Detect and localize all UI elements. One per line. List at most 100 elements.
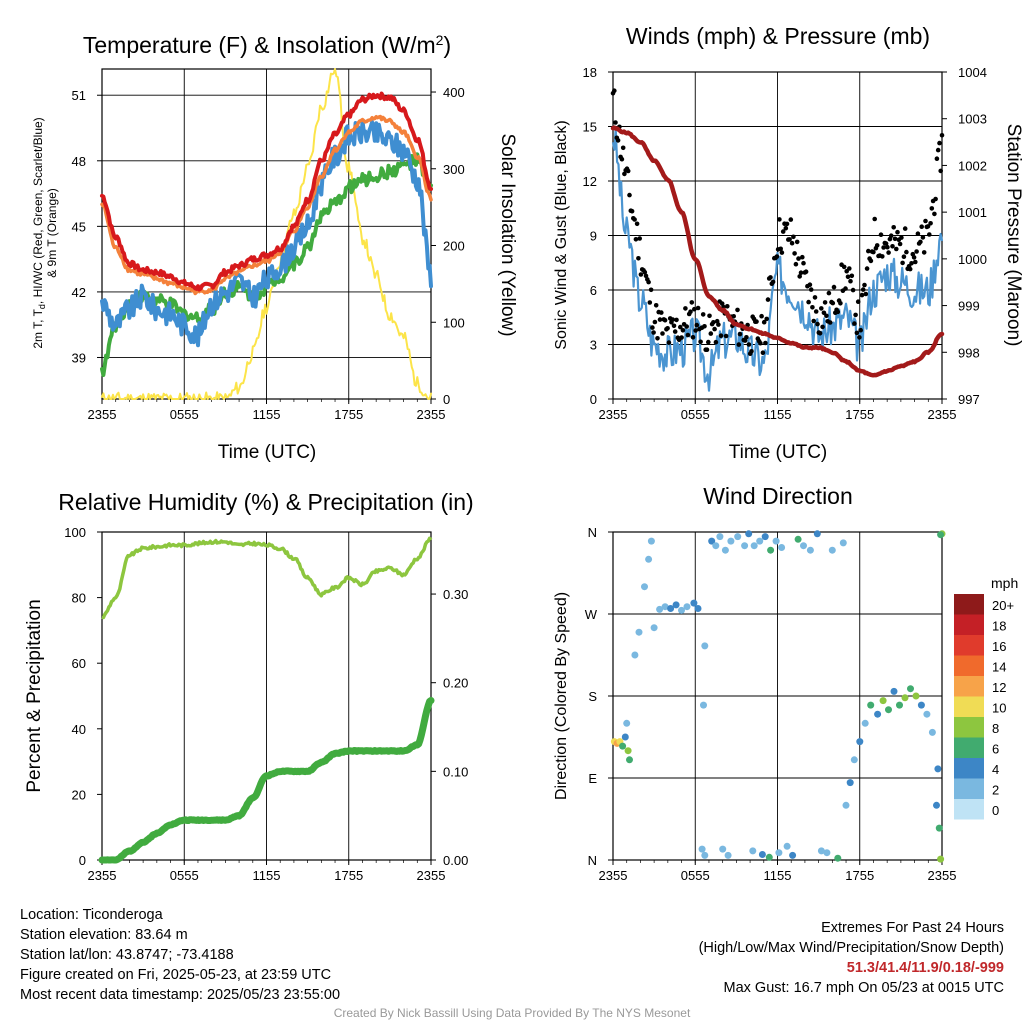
gust-point (657, 317, 663, 322)
gust-point (811, 318, 816, 324)
gust-point (824, 313, 829, 319)
gust-point (765, 297, 771, 302)
gust-point (759, 313, 764, 319)
gust-point (880, 254, 885, 259)
colorbar-label: 14 (992, 660, 1006, 675)
gust-point (830, 300, 836, 306)
gust-point (746, 342, 752, 347)
direction-point (874, 710, 882, 718)
winds-panel: Winds (mph) & Pressure (mb) Time (UTC) S… (553, 23, 1024, 463)
temperature-xtick-label: 1755 (334, 407, 363, 422)
humidity-ytick-label: 40 (72, 722, 86, 737)
humidity-ytick-label: 80 (72, 591, 86, 606)
gust-point (822, 300, 828, 305)
direction-point (661, 603, 669, 611)
gust-point (863, 291, 869, 297)
pressure-ytick-label: 998 (958, 345, 980, 360)
gust-point (881, 245, 886, 250)
gust-point (760, 350, 766, 356)
direction-point (750, 542, 758, 550)
gust-point (798, 270, 804, 276)
colorbar-label: 10 (992, 701, 1006, 716)
precip-ytick-label: 0.20 (443, 676, 468, 691)
colorbar-label: 4 (992, 762, 999, 777)
gust-point (927, 232, 932, 237)
gust-point (904, 249, 909, 255)
gust-point (939, 133, 945, 138)
direction-point (758, 851, 766, 858)
colorbar-label: 16 (992, 639, 1006, 654)
direction-point (701, 642, 709, 650)
gust-point (902, 226, 908, 231)
gust-point (788, 217, 794, 222)
direction-point (700, 701, 707, 709)
precip-ytick-label: 0.30 (443, 587, 468, 602)
direction-ytick-label: E (588, 771, 597, 786)
direction-point (806, 546, 814, 554)
humidity-axes: 2355 0555 1155 1755 23550204060801000.000.10… (64, 525, 468, 883)
gust-point (933, 196, 938, 202)
humidity-ytick-label: 60 (72, 656, 86, 671)
gust-point (794, 239, 800, 245)
direction-point (694, 605, 702, 612)
gust-point (655, 336, 660, 341)
direction-xtick-label: 0555 (681, 868, 710, 883)
gust-point (642, 269, 648, 275)
temperature-ytick-label: 45 (72, 219, 86, 234)
direction-point (724, 851, 732, 859)
gust-point (803, 269, 809, 275)
gust-point (619, 156, 625, 162)
colorbar-swatch (954, 717, 984, 738)
precip-ytick-label: 0.00 (443, 853, 468, 868)
station-elevation: Station elevation: 83.64 m (20, 927, 188, 943)
gust-point (689, 300, 695, 305)
gust-point (878, 232, 884, 237)
direction-point (650, 624, 658, 632)
extremes-values: 51.3/41.4/11.9/0.18/-999 (846, 960, 1004, 976)
gust-point (792, 251, 797, 256)
gust-point (690, 335, 696, 340)
gust-point (636, 255, 641, 261)
temperature-ylabel-line1: 2m T, Td, HI/WC (Red, Green, Scarlet/Blu… (31, 117, 47, 348)
gust-point (783, 225, 789, 231)
station-pressure-line (610, 125, 945, 378)
gust-point (852, 321, 857, 326)
station-info: Location: Ticonderoga Station elevation:… (20, 905, 340, 1005)
direction-point (834, 854, 842, 862)
gust-point (695, 305, 701, 311)
direction-point (813, 530, 821, 538)
direction-point (745, 530, 753, 538)
colorbar-swatch (954, 676, 984, 697)
direction-point (856, 738, 864, 746)
temperature-title: Temperature (F) & Insolation (W/m2) (83, 32, 451, 58)
temperature-xtick-label: 2355 (417, 407, 446, 422)
pressure-ylabel: Station Pressure (Maroon) (1003, 124, 1024, 347)
direction-point (683, 603, 691, 611)
direction-point (701, 851, 709, 859)
gust-point (911, 255, 917, 260)
humidity-frame (101, 531, 432, 861)
gust-point (817, 331, 823, 336)
gust-point (864, 266, 870, 271)
gust-point (770, 279, 776, 285)
gust-point (693, 328, 698, 333)
direction-point (631, 651, 639, 659)
gust-point (708, 331, 714, 336)
gust-point (754, 319, 759, 324)
gust-point (651, 330, 656, 335)
winds-xtick-label: 1755 (845, 407, 874, 422)
winds-xtick-label: 2355 (928, 407, 957, 422)
gust-point (853, 312, 858, 318)
gust-point (716, 322, 721, 327)
direction-point (828, 546, 836, 554)
direction-point (794, 535, 802, 543)
gust-point (872, 216, 877, 222)
gust-point (845, 274, 851, 280)
gust-point (680, 328, 686, 333)
gust-point (736, 342, 742, 347)
direction-xtick-label: 1155 (764, 868, 792, 883)
direction-point (907, 685, 914, 693)
gust-point (938, 168, 943, 174)
gust-point (813, 309, 819, 314)
